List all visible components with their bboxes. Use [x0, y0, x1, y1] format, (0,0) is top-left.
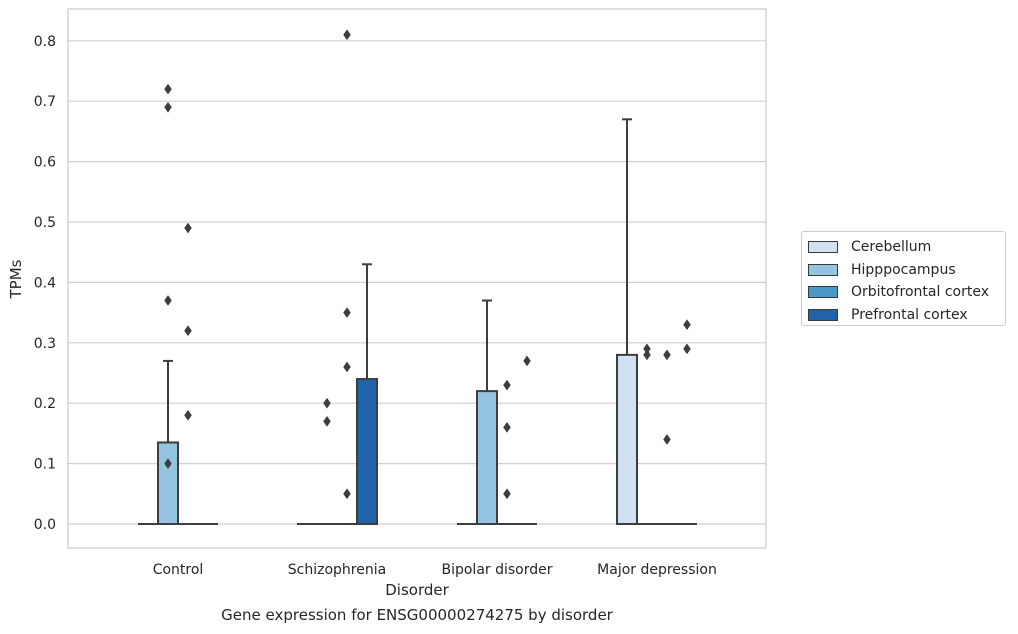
x-tick-label: Bipolar disorder: [441, 562, 552, 578]
legend-swatch-cerebellum: [808, 241, 838, 254]
outlier-point: [343, 488, 351, 500]
box-group: [178, 222, 198, 525]
y-tick-label: 0.3: [34, 336, 56, 352]
x-axis-label: Disorder: [385, 581, 449, 599]
legend-swatch-hippocampus: [808, 263, 838, 276]
box: [157, 441, 179, 525]
outlier-point: [663, 434, 671, 445]
box: [616, 353, 638, 525]
outlier-point: [164, 458, 172, 470]
legend-label: Prefrontal cortex: [851, 306, 968, 323]
outlier-point: [164, 295, 172, 306]
y-tick-label: 0.7: [34, 94, 56, 110]
x-tick-label: Major depression: [597, 562, 717, 578]
x-tick-label: Control: [153, 562, 204, 578]
outlier-point: [343, 29, 351, 41]
legend-swatch-orbitofrontal: [808, 286, 838, 299]
outlier-point: [323, 397, 331, 409]
box: [476, 390, 498, 525]
y-tick-label: 0.5: [34, 215, 56, 231]
outlier-point: [164, 101, 172, 113]
y-tick-label: 0.2: [34, 396, 56, 412]
legend-swatch-prefrontal: [808, 308, 838, 321]
x-tick-label: Schizophrenia: [288, 562, 386, 578]
legend-label: Cerebellum: [851, 239, 932, 256]
legend-item: Cerebellum: [808, 236, 1005, 259]
outlier-point: [343, 307, 351, 319]
box: [356, 378, 378, 526]
plot-frame: [67, 8, 767, 549]
box-group: [356, 263, 378, 526]
legend-item: Prefrontal cortex: [808, 304, 1005, 327]
legend-item: Hipppocampus: [808, 259, 1005, 282]
gridlines: [68, 40, 766, 525]
x-axis-ticks: Control Schizophrenia Bipolar disorder Majo…: [153, 562, 717, 578]
box-group: [657, 349, 677, 525]
legend-label: Hipppocampus: [851, 261, 956, 278]
outlier-point: [503, 421, 511, 433]
y-tick-label: 0.8: [34, 34, 56, 50]
outlier-point: [683, 319, 691, 331]
outlier-point: [343, 361, 351, 373]
outlier-point: [164, 83, 172, 95]
y-tick-label: 0.1: [34, 457, 56, 473]
box-group: [157, 83, 179, 525]
outlier-point: [323, 415, 331, 427]
box-group: [616, 118, 638, 525]
box-plot-marks: [138, 29, 697, 526]
outlier-point: [643, 349, 651, 361]
y-tick-label: 0.6: [34, 155, 56, 171]
legend: Cerebellum Hipppocampus Orbitofrontal co…: [801, 231, 1006, 326]
outlier-point: [184, 325, 192, 337]
legend-item: Orbitofrontal cortex: [808, 281, 1005, 304]
box-group: [476, 299, 498, 525]
y-axis-ticks: 0.0 0.1 0.2 0.3 0.4 0.5 0.6 0.7 0.8: [34, 34, 56, 533]
box-group: [637, 343, 657, 525]
legend-label: Orbitofrontal cortex: [851, 284, 989, 301]
box-group: [337, 29, 357, 525]
outlier-point: [663, 349, 671, 361]
y-tick-label: 0.4: [34, 275, 56, 291]
outlier-point: [503, 379, 511, 391]
outlier-point: [184, 409, 192, 421]
box-group: [317, 397, 337, 525]
box-group: [517, 355, 537, 525]
outlier-point: [523, 355, 531, 367]
outlier-point: [683, 343, 691, 355]
box-group: [677, 319, 697, 525]
outlier-point: [184, 222, 192, 234]
outlier-point: [643, 343, 651, 355]
y-tick-label: 0.0: [34, 517, 56, 533]
outlier-point: [503, 488, 511, 500]
box-group: [497, 379, 517, 525]
figure-caption: Gene expression for ENSG00000274275 by d…: [221, 606, 613, 624]
y-axis-label: TPMs: [7, 259, 25, 299]
